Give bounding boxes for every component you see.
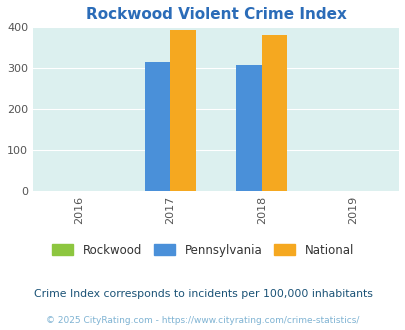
Title: Rockwood Violent Crime Index: Rockwood Violent Crime Index	[85, 7, 345, 22]
Bar	[261, 35, 287, 191]
Text: Crime Index corresponds to incidents per 100,000 inhabitants: Crime Index corresponds to incidents per…	[34, 289, 371, 299]
Bar	[170, 30, 195, 191]
Text: © 2025 CityRating.com - https://www.cityrating.com/crime-statistics/: © 2025 CityRating.com - https://www.city…	[46, 316, 359, 325]
Bar	[144, 62, 170, 191]
Bar	[236, 65, 261, 191]
Legend: Rockwood, Pennsylvania, National: Rockwood, Pennsylvania, National	[47, 239, 358, 261]
